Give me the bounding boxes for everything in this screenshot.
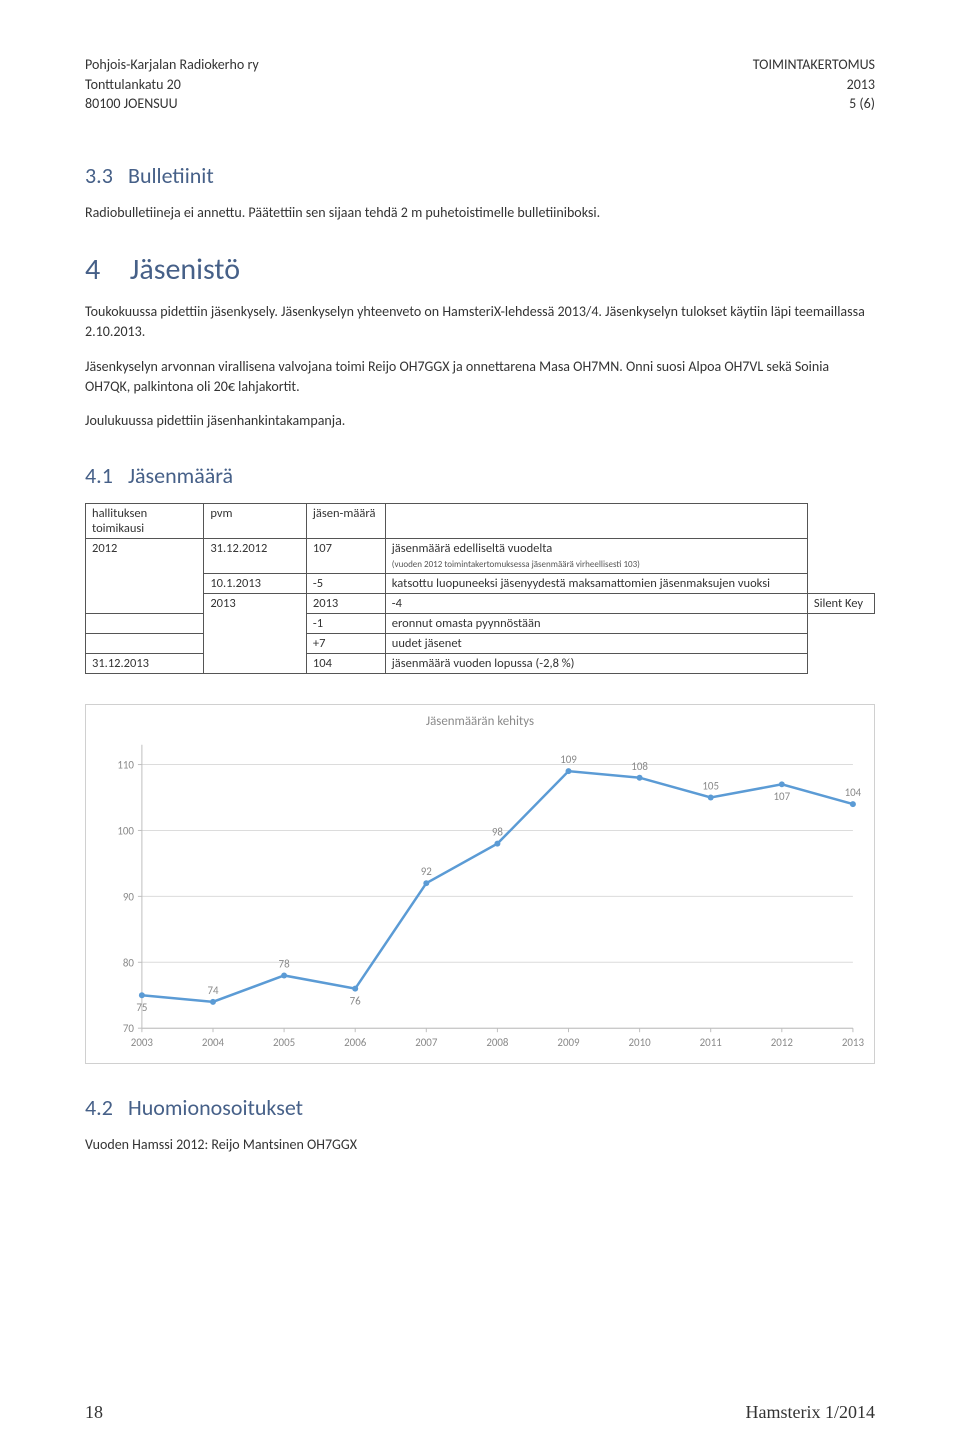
svg-text:90: 90 bbox=[123, 890, 135, 903]
svg-text:2005: 2005 bbox=[273, 1036, 295, 1049]
table-header: hallituksen toimikausi bbox=[86, 503, 204, 538]
heading-4-1: 4.1 Jäsenmäärä bbox=[85, 462, 875, 489]
table-cell bbox=[86, 633, 204, 653]
table-cell: Silent Key bbox=[807, 593, 874, 613]
svg-text:76: 76 bbox=[350, 994, 362, 1007]
para-4a: Toukokuussa pidettiin jäsenkysely. Jäsen… bbox=[85, 302, 875, 343]
table-cell: katsottu luopuneeksi jäsenyydestä maksam… bbox=[385, 573, 807, 593]
table-cell: 104 bbox=[306, 653, 385, 673]
footer-page-num: 18 bbox=[85, 1402, 103, 1423]
svg-text:2010: 2010 bbox=[629, 1036, 652, 1049]
heading-num: 3.3 bbox=[85, 162, 123, 189]
para-4c: Joulukuussa pidettiin jäsenhankintakampa… bbox=[85, 411, 875, 431]
heading-title: Huomionosoitukset bbox=[128, 1094, 303, 1121]
table-cell: 107 bbox=[306, 538, 385, 573]
table-cell: 2013 bbox=[204, 593, 307, 673]
member-chart: Jäsenmäärän kehitys 70 80 90 100 110 2003 2004 2… bbox=[85, 704, 875, 1064]
svg-text:2006: 2006 bbox=[344, 1036, 367, 1049]
table-cell bbox=[86, 613, 204, 633]
svg-text:92: 92 bbox=[421, 865, 433, 878]
table-cell: +7 bbox=[306, 633, 385, 653]
heading-title: Jäsenmäärä bbox=[128, 462, 233, 489]
table-row: 10.1.2013 -5 katsottu luopuneeksi jäseny… bbox=[86, 573, 875, 593]
svg-text:105: 105 bbox=[702, 779, 719, 792]
heading-title: Bulletiinit bbox=[128, 162, 214, 189]
svg-text:2003: 2003 bbox=[131, 1036, 154, 1049]
table-cell: 2012 bbox=[86, 538, 204, 613]
table-header bbox=[385, 503, 807, 538]
table-cell: uudet jäsenet bbox=[385, 633, 807, 653]
footer-publication: Hamsterix 1/2014 bbox=[746, 1402, 875, 1423]
para-3-3: Radiobulletiineja ei annettu. Päätettiin… bbox=[85, 203, 875, 223]
svg-text:104: 104 bbox=[845, 786, 862, 799]
svg-text:2008: 2008 bbox=[486, 1036, 509, 1049]
heading-title: Jäsenistö bbox=[130, 251, 240, 288]
doc-type: TOIMINTAKERTOMUS bbox=[753, 55, 875, 75]
svg-text:98: 98 bbox=[492, 825, 504, 838]
svg-text:110: 110 bbox=[117, 758, 134, 771]
table-row: 2012 31.12.2012 107 jäsenmäärä edellisel… bbox=[86, 538, 875, 573]
table-row: 2013 2013 -4 Silent Key bbox=[86, 593, 875, 613]
table-header: jäsen-määrä bbox=[306, 503, 385, 538]
svg-text:100: 100 bbox=[117, 824, 134, 837]
heading-num: 4.1 bbox=[85, 462, 123, 489]
table-header-row: hallituksen toimikausi pvm jäsen-määrä bbox=[86, 503, 875, 538]
member-table: hallituksen toimikausi pvm jäsen-määrä 2… bbox=[85, 503, 875, 674]
svg-text:109: 109 bbox=[560, 753, 577, 766]
org-city: 80100 JOENSUU bbox=[85, 94, 259, 114]
header-right: TOIMINTAKERTOMUS 2013 5 (6) bbox=[753, 55, 875, 114]
page-header: Pohjois-Karjalan Radiokerho ry Tonttulan… bbox=[85, 55, 875, 114]
doc-year: 2013 bbox=[753, 75, 875, 95]
svg-text:2012: 2012 bbox=[771, 1036, 794, 1049]
para-4b: Jäsenkyselyn arvonnan virallisena valvoj… bbox=[85, 357, 875, 398]
svg-text:2013: 2013 bbox=[842, 1036, 865, 1049]
chart-svg: Jäsenmäärän kehitys 70 80 90 100 110 2003 2004 2… bbox=[86, 705, 874, 1063]
table-cell: 31.12.2012 bbox=[204, 538, 307, 573]
svg-text:107: 107 bbox=[774, 790, 791, 803]
svg-text:Jäsenmäärän kehitys: Jäsenmäärän kehitys bbox=[426, 713, 534, 728]
org-street: Tonttulankatu 20 bbox=[85, 75, 259, 95]
svg-text:78: 78 bbox=[279, 957, 291, 970]
svg-text:2004: 2004 bbox=[202, 1036, 225, 1049]
doc-page: 5 (6) bbox=[753, 94, 875, 114]
heading-3-3: 3.3 Bulletiinit bbox=[85, 162, 875, 189]
svg-text:2007: 2007 bbox=[415, 1036, 438, 1049]
svg-text:2009: 2009 bbox=[557, 1036, 580, 1049]
svg-text:2011: 2011 bbox=[700, 1036, 723, 1049]
org-name: Pohjois-Karjalan Radiokerho ry bbox=[85, 55, 259, 75]
table-cell: 2013 bbox=[306, 593, 385, 613]
header-left: Pohjois-Karjalan Radiokerho ry Tonttulan… bbox=[85, 55, 259, 114]
heading-4: 4 Jäsenistö bbox=[85, 251, 875, 288]
svg-text:70: 70 bbox=[123, 1022, 135, 1035]
table-header: pvm bbox=[204, 503, 307, 538]
svg-text:74: 74 bbox=[207, 983, 219, 996]
table-cell: -5 bbox=[306, 573, 385, 593]
svg-text:75: 75 bbox=[136, 1001, 147, 1014]
table-cell: jäsenmäärä edelliseltä vuodelta (vuoden … bbox=[385, 538, 807, 573]
table-cell: 10.1.2013 bbox=[204, 573, 307, 593]
svg-text:80: 80 bbox=[123, 956, 135, 969]
page-footer: 18 Hamsterix 1/2014 bbox=[85, 1402, 875, 1423]
heading-num: 4.2 bbox=[85, 1094, 123, 1121]
heading-4-2: 4.2 Huomionosoitukset bbox=[85, 1094, 875, 1121]
table-cell: 31.12.2013 bbox=[86, 653, 204, 673]
table-cell: jäsenmäärä vuoden lopussa (-2,8 %) bbox=[385, 653, 807, 673]
para-4-2: Vuoden Hamssi 2012: Reijo Mantsinen OH7G… bbox=[85, 1135, 875, 1155]
table-cell: -4 bbox=[385, 593, 807, 613]
table-cell: -1 bbox=[306, 613, 385, 633]
heading-num: 4 bbox=[85, 251, 123, 288]
table-cell: eronnut omasta pyynnöstään bbox=[385, 613, 807, 633]
svg-text:108: 108 bbox=[631, 759, 648, 772]
